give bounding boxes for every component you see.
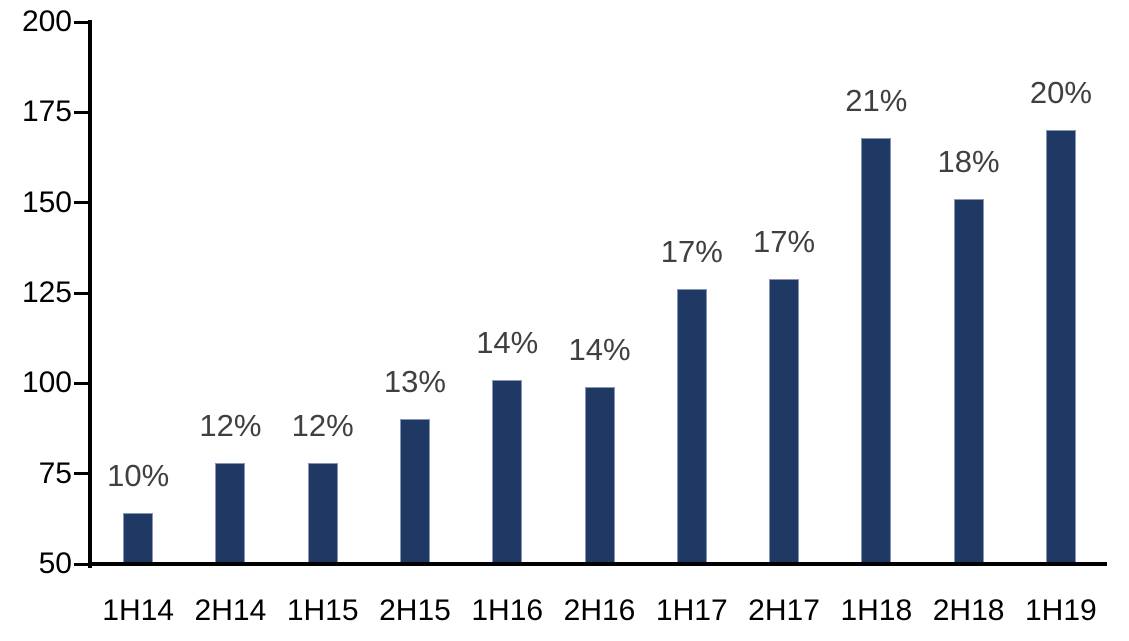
x-category-label: 2H18 [932, 594, 1005, 627]
x-category-label: 2H15 [379, 594, 451, 627]
x-category-label: 1H19 [1025, 594, 1097, 627]
bar [584, 386, 615, 564]
bar [399, 419, 430, 564]
y-axis-tick [74, 110, 88, 114]
bar-value-label: 14% [476, 324, 539, 360]
x-category-label: 1H18 [840, 594, 913, 627]
y-axis-tick [74, 472, 88, 476]
y-tick-label: 150 [21, 185, 72, 219]
bar-value-label: 14% [568, 331, 631, 367]
x-category-label: 1H14 [102, 594, 174, 627]
y-tick-label: 200 [21, 5, 72, 38]
y-axis-tick [74, 20, 88, 24]
bar [769, 278, 800, 564]
bar-value-label: 17% [660, 234, 723, 270]
x-category-label: 2H16 [563, 594, 636, 627]
bar-value-label: 10% [107, 458, 170, 494]
y-tick-label: 125 [21, 276, 72, 309]
y-axis-tick [74, 201, 88, 205]
bar-value-label: 21% [845, 82, 908, 118]
x-category-label: 2H17 [748, 594, 820, 627]
bar [861, 137, 892, 564]
y-axis-tick [74, 291, 88, 295]
y-tick-label: 50 [38, 547, 72, 580]
bar [953, 199, 984, 564]
bar [676, 289, 707, 564]
bar-value-label: 17% [753, 223, 816, 259]
y-tick-label: 175 [21, 95, 72, 129]
plot-area: 10% 12% 12% 13% 14% 14% 17% 17% 21% 18% 20% [92, 22, 1107, 564]
x-category-label: 1H16 [471, 594, 544, 627]
bar [307, 462, 338, 564]
x-category-label: 2H14 [194, 594, 267, 627]
bar-value-label: 12% [291, 407, 354, 443]
bar-value-label: 12% [199, 407, 262, 443]
x-category-label: 1H15 [286, 594, 359, 627]
y-axis-tick [74, 381, 88, 385]
x-axis-line [88, 562, 1107, 566]
y-tick-label: 100 [21, 366, 72, 400]
y-axis-tick [74, 562, 88, 566]
bar [1045, 130, 1076, 564]
bar-value-label: 20% [1029, 75, 1092, 111]
bar [492, 379, 523, 564]
x-category-label: 1H17 [655, 594, 728, 627]
y-axis-line [88, 20, 92, 568]
bar [123, 513, 154, 564]
bar-value-label: 18% [937, 144, 1000, 180]
bar [215, 462, 246, 564]
y-tick-label: 75 [38, 456, 72, 490]
bar-value-label: 13% [383, 364, 446, 400]
